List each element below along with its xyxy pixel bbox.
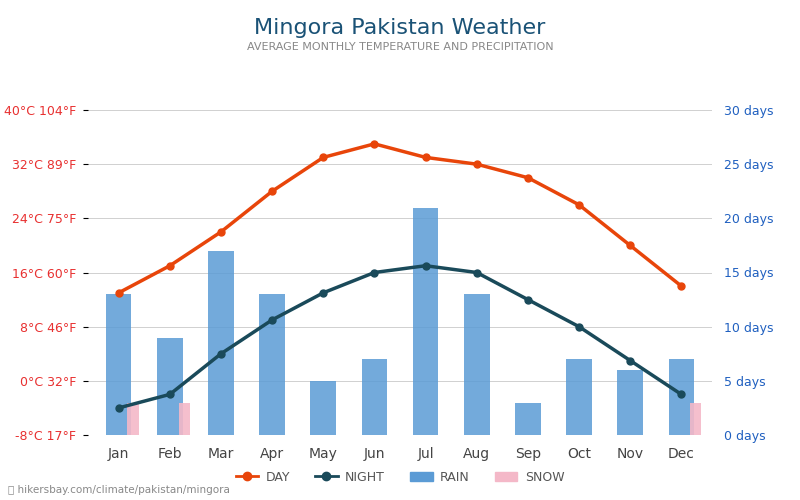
Bar xyxy=(127,402,138,435)
Bar xyxy=(362,359,387,435)
Bar xyxy=(515,402,541,435)
Bar xyxy=(178,402,190,435)
Bar xyxy=(310,381,336,435)
Legend: DAY, NIGHT, RAIN, SNOW: DAY, NIGHT, RAIN, SNOW xyxy=(230,466,570,489)
Bar xyxy=(208,251,234,435)
Bar xyxy=(566,359,592,435)
Bar xyxy=(413,208,438,435)
Text: Mingora Pakistan Weather: Mingora Pakistan Weather xyxy=(254,18,546,38)
Bar xyxy=(669,359,694,435)
Bar xyxy=(157,338,182,435)
Bar xyxy=(690,402,702,435)
Bar xyxy=(106,294,131,435)
Text: AVERAGE MONTHLY TEMPERATURE AND PRECIPITATION: AVERAGE MONTHLY TEMPERATURE AND PRECIPIT… xyxy=(246,42,554,52)
Bar xyxy=(464,294,490,435)
Bar xyxy=(618,370,643,435)
Bar xyxy=(259,294,285,435)
Text: 📍 hikersbay.com/climate/pakistan/mingora: 📍 hikersbay.com/climate/pakistan/mingora xyxy=(8,485,230,495)
